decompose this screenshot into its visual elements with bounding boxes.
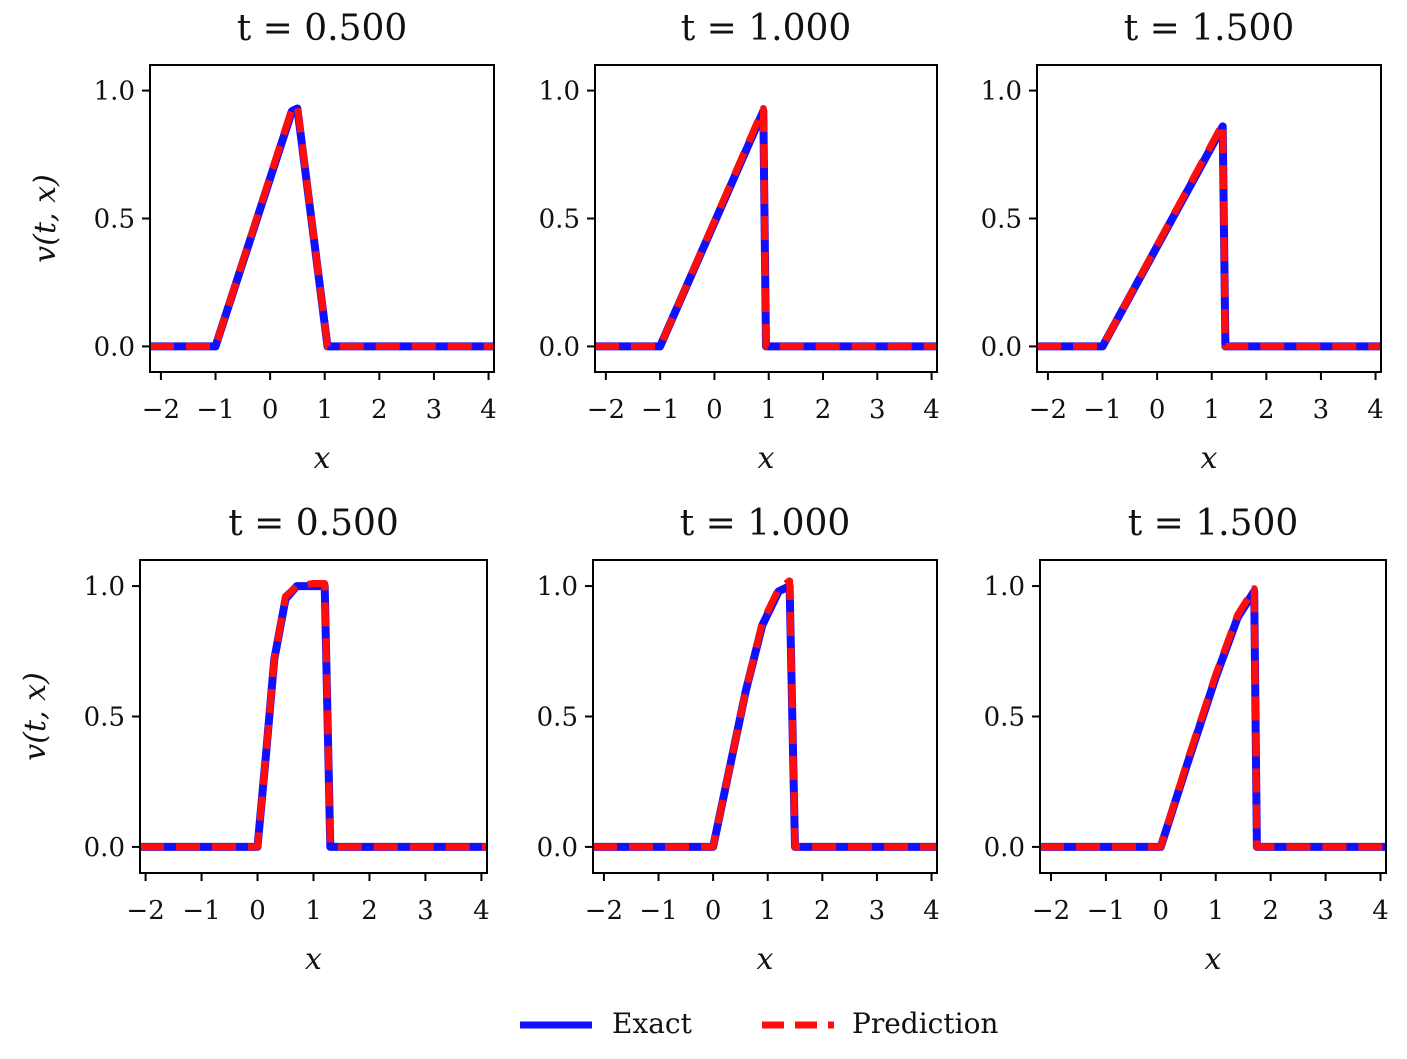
y-tick-label: 0.0 bbox=[981, 332, 1022, 362]
x-tick-label: 1 bbox=[759, 896, 776, 926]
x-tick-label: 2 bbox=[371, 395, 388, 425]
x-tick-label: −1 bbox=[639, 896, 677, 926]
subplot-2: −2 −1 0 1 2 3 4 0.0 0.5 1.0 t = 1.000 x bbox=[539, 8, 940, 476]
x-tick-label: −2 bbox=[587, 395, 625, 425]
prediction-series-line bbox=[150, 102, 494, 350]
subplot-title: t = 0.500 bbox=[228, 503, 399, 544]
axes-frame bbox=[1039, 559, 1387, 874]
x-axis-label: x bbox=[758, 441, 775, 476]
prediction-series-line bbox=[1040, 585, 1386, 851]
x-tick-label: 3 bbox=[869, 395, 886, 425]
axes-frame bbox=[139, 559, 488, 874]
x-tick-label: 1 bbox=[1207, 896, 1224, 926]
y-tick-label: 1.0 bbox=[84, 572, 125, 602]
y-tick-label: 1.0 bbox=[984, 572, 1025, 602]
exact-series-line bbox=[1040, 587, 1386, 851]
x-tick-label: 1 bbox=[316, 395, 333, 425]
x-tick-label: 2 bbox=[814, 896, 831, 926]
legend-prediction-label: Prediction bbox=[852, 1007, 998, 1040]
x-tick-label: 2 bbox=[361, 896, 378, 926]
x-tick-label: 0 bbox=[1153, 896, 1170, 926]
x-tick-label: 4 bbox=[1372, 896, 1389, 926]
subplot-title: t = 1.500 bbox=[1128, 503, 1299, 544]
exact-series-line bbox=[1037, 122, 1381, 351]
x-tick-label: 3 bbox=[1313, 395, 1330, 425]
x-tick-label: −2 bbox=[142, 395, 180, 425]
x-tick-label: −2 bbox=[1029, 395, 1067, 425]
x-tick-label: −1 bbox=[1083, 395, 1121, 425]
x-tick-label: −1 bbox=[182, 896, 220, 926]
axes-frame bbox=[1036, 64, 1382, 373]
subplot-1: −2 −1 0 1 2 3 4 0.0 0.5 1.0 t = 0.500 x v(t, x) bbox=[28, 8, 497, 476]
x-axis-label: x bbox=[314, 441, 331, 476]
y-tick-label: 0.5 bbox=[84, 703, 125, 733]
x-tick-label: −2 bbox=[126, 896, 164, 926]
axes-frame bbox=[592, 559, 938, 874]
y-tick-label: 1.0 bbox=[539, 77, 580, 107]
y-tick-label: 0.0 bbox=[537, 833, 578, 863]
x-tick-label: 2 bbox=[1258, 395, 1275, 425]
legend-exact-label: Exact bbox=[612, 1007, 693, 1040]
x-tick-label: 1 bbox=[305, 896, 322, 926]
prediction-series-line bbox=[595, 105, 937, 350]
y-tick-label: 0.5 bbox=[539, 205, 580, 235]
subplot-title: t = 0.500 bbox=[237, 8, 408, 49]
x-tick-label: 4 bbox=[923, 896, 940, 926]
x-tick-label: 0 bbox=[1149, 395, 1166, 425]
x-tick-label: −1 bbox=[641, 395, 679, 425]
x-tick-label: −2 bbox=[585, 896, 623, 926]
x-tick-label: 3 bbox=[869, 896, 886, 926]
y-tick-label: 0.5 bbox=[984, 703, 1025, 733]
prediction-series-line bbox=[593, 577, 937, 851]
y-axis-label: v(t, x) bbox=[18, 672, 53, 760]
subplot-title: t = 1.500 bbox=[1124, 8, 1295, 49]
x-tick-label: 4 bbox=[1367, 395, 1384, 425]
x-tick-label: 0 bbox=[262, 395, 279, 425]
y-tick-label: 0.5 bbox=[981, 205, 1022, 235]
y-axis-label: v(t, x) bbox=[28, 174, 63, 262]
x-tick-label: 3 bbox=[417, 896, 434, 926]
x-tick-label: −1 bbox=[1087, 896, 1125, 926]
x-axis-label: x bbox=[305, 942, 322, 977]
x-tick-label: −2 bbox=[1032, 896, 1070, 926]
subplot-6: −2 −1 0 1 2 3 4 0.0 0.5 1.0 t = 1.500 x bbox=[984, 503, 1389, 977]
x-tick-label: 0 bbox=[705, 896, 722, 926]
x-tick-label: 4 bbox=[923, 395, 940, 425]
subplot-title: t = 1.000 bbox=[681, 8, 852, 49]
y-tick-label: 0.5 bbox=[537, 703, 578, 733]
prediction-series-line bbox=[1037, 120, 1381, 350]
y-tick-label: 0.0 bbox=[84, 833, 125, 863]
x-tick-label: 3 bbox=[426, 395, 443, 425]
subplot-title: t = 1.000 bbox=[680, 503, 851, 544]
x-tick-label: −1 bbox=[196, 395, 234, 425]
x-tick-label: 3 bbox=[1317, 896, 1334, 926]
subplot-5: −2 −1 0 1 2 3 4 0.0 0.5 1.0 t = 1.000 x bbox=[537, 503, 940, 977]
exact-series-line bbox=[140, 582, 487, 851]
x-tick-label: 1 bbox=[760, 395, 777, 425]
x-tick-label: 4 bbox=[480, 395, 497, 425]
subplot-grid: −2 −1 0 1 2 3 4 0.0 0.5 1.0 t = 0.500 x v(t, x) −2 −1 0… bbox=[18, 8, 1389, 977]
x-tick-label: 1 bbox=[1203, 395, 1220, 425]
y-tick-label: 1.0 bbox=[94, 77, 135, 107]
x-axis-label: x bbox=[1201, 441, 1218, 476]
x-axis-label: x bbox=[757, 942, 774, 977]
x-tick-label: 2 bbox=[815, 395, 832, 425]
y-tick-label: 1.0 bbox=[981, 77, 1022, 107]
x-tick-label: 2 bbox=[1262, 896, 1279, 926]
prediction-series-line bbox=[140, 580, 487, 851]
x-axis-label: x bbox=[1205, 942, 1222, 977]
x-tick-label: 0 bbox=[249, 896, 266, 926]
subplot-4: −2 −1 0 1 2 3 4 0.0 0.5 1.0 t = 0.500 x v(t, x) bbox=[18, 503, 490, 977]
legend: Exact Prediction bbox=[520, 1007, 998, 1040]
x-tick-label: 4 bbox=[473, 896, 490, 926]
y-tick-label: 1.0 bbox=[537, 572, 578, 602]
x-tick-label: 0 bbox=[706, 395, 723, 425]
y-tick-label: 0.5 bbox=[94, 205, 135, 235]
y-tick-label: 0.0 bbox=[539, 332, 580, 362]
y-tick-label: 0.0 bbox=[94, 332, 135, 362]
y-tick-label: 0.0 bbox=[984, 833, 1025, 863]
subplot-3: −2 −1 0 1 2 3 4 0.0 0.5 1.0 t = 1.500 x bbox=[981, 8, 1384, 476]
